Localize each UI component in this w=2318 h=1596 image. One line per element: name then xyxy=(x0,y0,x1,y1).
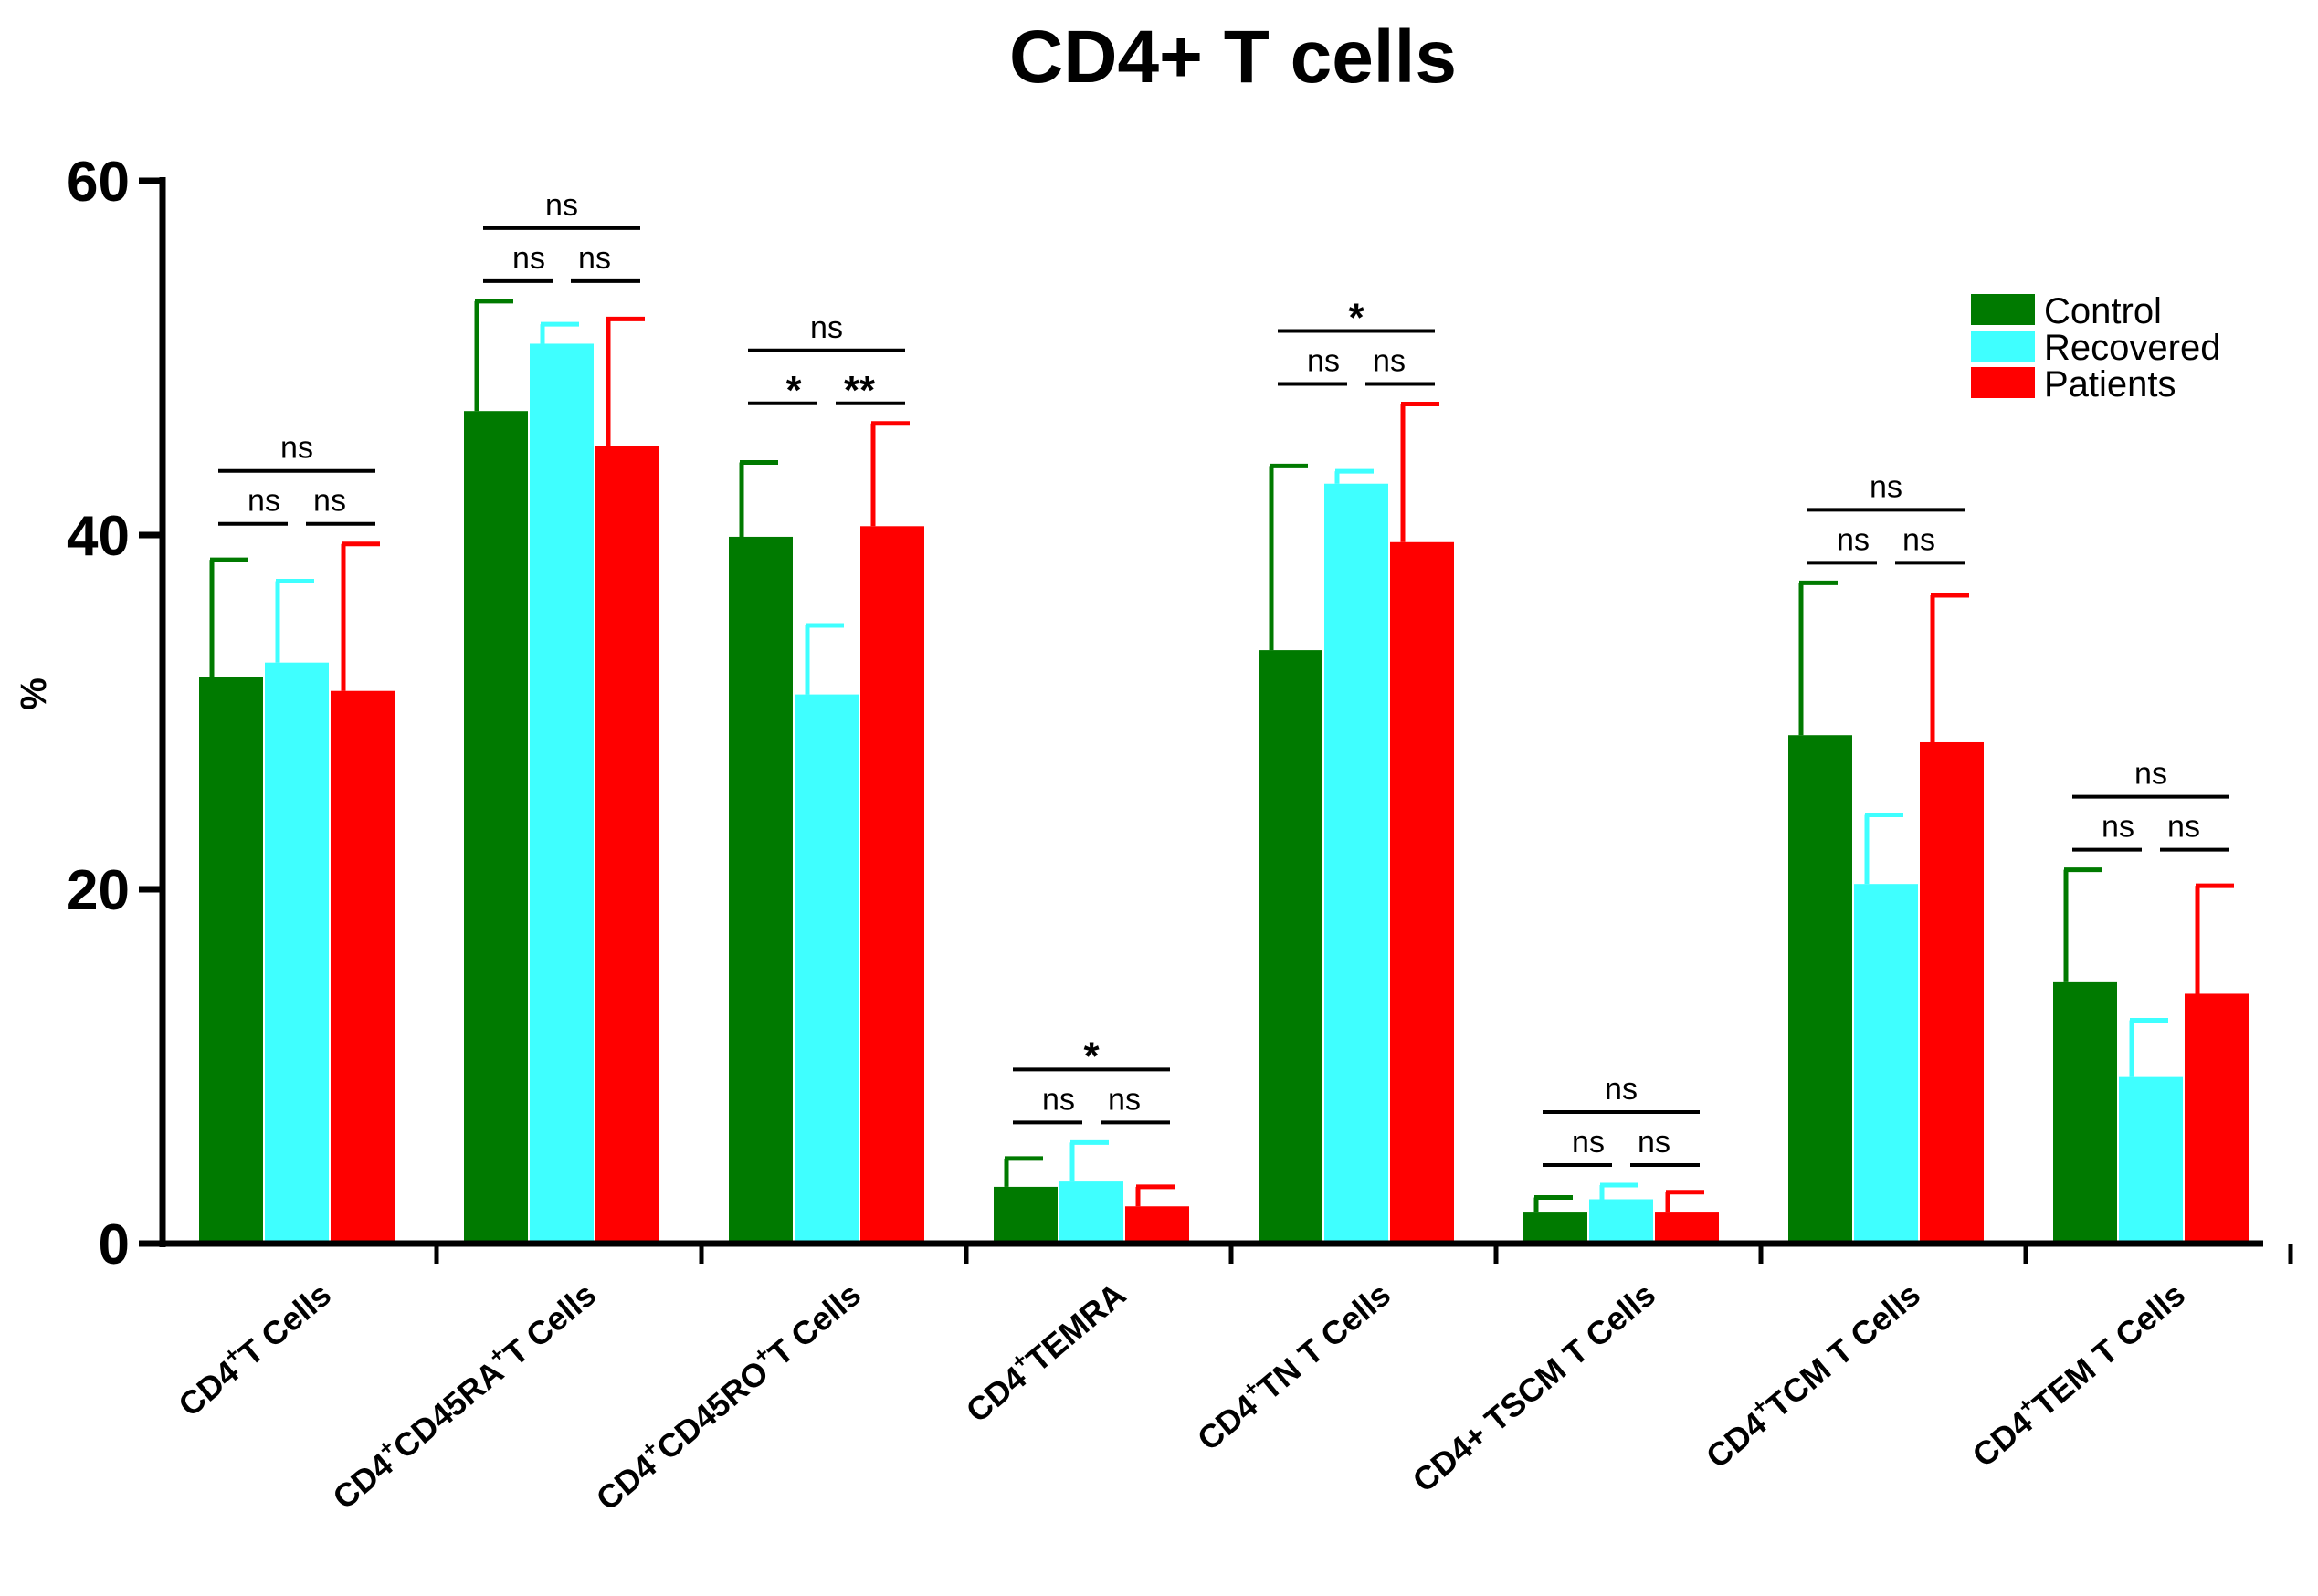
legend-label-recovered: Recovered xyxy=(2044,328,2220,368)
x-tick-label-rest: TN T Cells xyxy=(1250,1276,1397,1408)
significance-label-right: ns xyxy=(1902,522,1935,557)
bar-patients xyxy=(331,690,395,1244)
bar-recovered xyxy=(1059,1181,1123,1244)
bar-patients xyxy=(1125,1206,1189,1244)
bar-control xyxy=(2053,981,2117,1244)
bar-recovered xyxy=(530,343,594,1244)
x-tick-label: CD4+TN T Cells xyxy=(1187,1273,1397,1458)
bar-patients xyxy=(1655,1212,1719,1244)
bar-patients xyxy=(1390,541,1454,1244)
legend-label-patients: Patients xyxy=(2044,364,2176,404)
significance-label-left: ns xyxy=(1837,522,1870,557)
x-tick-label: CD4+CD45RA+T Cells xyxy=(323,1273,603,1517)
significance-label-left: ns xyxy=(2102,810,2134,845)
legend-label-control: Control xyxy=(2044,291,2162,331)
significance-label-overall: * xyxy=(1348,295,1364,340)
y-tick-label: 60 xyxy=(67,151,130,214)
x-tick-label-rest: T Cells xyxy=(761,1276,868,1373)
x-tick-label-rest: TEM T Cells xyxy=(2025,1276,2192,1424)
significance-label-overall: ns xyxy=(545,188,578,223)
x-tick-label-base: CD4+ TSCM T Cells xyxy=(1406,1276,1663,1500)
significance-label-right: ns xyxy=(2167,810,2200,845)
significance-label-overall: ns xyxy=(2134,757,2167,792)
bars-layer xyxy=(199,299,2249,1244)
legend-swatch-control xyxy=(1971,294,2035,325)
y-tick-label: 0 xyxy=(99,1213,130,1276)
significance-label-left: ns xyxy=(1042,1082,1075,1117)
bar-control xyxy=(464,411,528,1244)
x-tick-label: CD4+TCM T Cells xyxy=(1696,1273,1927,1475)
bar-control xyxy=(1788,735,1852,1244)
significance-label-left: ns xyxy=(512,241,545,276)
significance-label-right: ns xyxy=(1108,1082,1141,1117)
significance-label-overall: ns xyxy=(810,310,843,345)
significance-label-left: ns xyxy=(248,484,280,519)
x-tick-label-mid: CD45RO xyxy=(649,1353,775,1467)
axes-layer: 0 20 40 60 xyxy=(67,151,2293,1276)
significance-label-right: ns xyxy=(578,241,611,276)
x-tick-label: CD4+CD45RO+T Cells xyxy=(586,1273,868,1518)
bar-patients xyxy=(1920,741,1984,1244)
y-tick-label: 40 xyxy=(67,505,130,568)
legend-swatch-recovered xyxy=(1971,331,2035,362)
bar-control xyxy=(1523,1212,1587,1244)
significance-label-right: ns xyxy=(313,484,346,519)
bar-recovered xyxy=(265,662,329,1244)
bar-control xyxy=(994,1186,1058,1244)
significance-label-left: * xyxy=(785,368,802,413)
bar-control xyxy=(729,536,793,1244)
bar-control xyxy=(1259,650,1322,1244)
bar-recovered xyxy=(1589,1199,1653,1244)
x-tick-label-mid: CD45RA xyxy=(385,1353,511,1466)
bar-recovered xyxy=(795,694,859,1244)
y-tick-label: 20 xyxy=(67,859,130,922)
significance-label-left: ns xyxy=(1572,1125,1605,1160)
x-tick-label-rest: TCM T Cells xyxy=(1759,1276,1927,1425)
y-axis-label: % xyxy=(14,677,54,710)
bar-recovered xyxy=(1324,483,1388,1244)
significance-label-overall: * xyxy=(1083,1034,1100,1078)
x-tick-label-rest: TEMRA xyxy=(1019,1276,1133,1380)
bar-patients xyxy=(860,526,924,1244)
x-tick-label-rest: T Cells xyxy=(496,1276,603,1373)
significance-label-right: ** xyxy=(844,368,876,413)
x-tick-label: CD4+ TSCM T Cells xyxy=(1406,1276,1663,1500)
x-tick-label: CD4+TEM T Cells xyxy=(1963,1273,2192,1475)
significance-label-right: ns xyxy=(1638,1125,1670,1160)
x-tick-label: CD4+T Cells xyxy=(169,1273,338,1424)
bar-patients xyxy=(2185,993,2249,1244)
bar-recovered xyxy=(2119,1076,2183,1244)
significance-label-overall: ns xyxy=(280,431,313,466)
bar-recovered xyxy=(1854,884,1918,1244)
significance-label-overall: ns xyxy=(1605,1072,1638,1107)
x-tick-label-rest: T Cells xyxy=(231,1276,338,1373)
chart-title: CD4+ T cells xyxy=(1009,16,1457,99)
bar-patients xyxy=(595,446,659,1244)
x-tick-label: CD4+TEMRA xyxy=(956,1273,1133,1430)
bar-control xyxy=(199,677,263,1244)
legend-swatch-patients xyxy=(1971,367,2035,398)
significance-label-overall: ns xyxy=(1870,469,1902,504)
significance-label-left: ns xyxy=(1307,343,1340,378)
significance-label-right: ns xyxy=(1373,343,1406,378)
